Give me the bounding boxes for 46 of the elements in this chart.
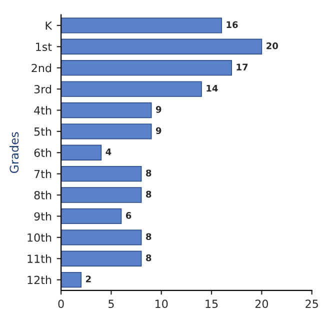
- data-label: 6: [126, 212, 132, 219]
- y-tick-label: 1st: [36, 42, 52, 52]
- y-tick-label: 10th: [28, 233, 52, 242]
- bar: [61, 166, 142, 182]
- y-tick-label: 2nd: [32, 64, 52, 72]
- bar: [61, 18, 222, 34]
- x-tick-label: 20: [255, 300, 268, 308]
- y-tick-label: 8th: [34, 190, 52, 200]
- data-label: 20: [266, 42, 278, 50]
- bar: [61, 60, 232, 76]
- y-tick-label: 9th: [34, 212, 52, 221]
- bar: [61, 230, 142, 246]
- data-label: 8: [146, 170, 152, 176]
- y-axis-title: Grades: [10, 132, 19, 174]
- bar: [61, 144, 102, 160]
- y-tick-label: K: [46, 22, 52, 30]
- bar: [61, 250, 142, 266]
- y-tick-label: 11th: [28, 254, 52, 263]
- x-tick-label: 25: [306, 300, 318, 308]
- y-tick-label: 12th: [28, 276, 52, 284]
- y-tick-label: 6th: [34, 148, 52, 158]
- bar: [61, 124, 152, 140]
- bar: [61, 208, 122, 224]
- x-tick-label: 0: [58, 300, 64, 308]
- y-tick-label: 7th: [34, 170, 52, 178]
- bar: [61, 38, 262, 54]
- data-label: 4: [106, 148, 112, 156]
- y-tick-label: 4th: [34, 106, 52, 114]
- bar: [61, 187, 142, 203]
- data-label: 8: [146, 190, 152, 198]
- x-tick-label: 10: [156, 300, 168, 308]
- x-tick-label: 15: [206, 300, 218, 308]
- data-label: 8: [146, 254, 152, 262]
- data-label: 2: [86, 276, 91, 282]
- data-label: 16: [226, 21, 238, 28]
- y-tick-label: 3rd: [34, 84, 52, 94]
- data-label: 17: [236, 64, 248, 70]
- data-label: 9: [156, 106, 162, 113]
- bar: [61, 102, 152, 118]
- bar: [61, 81, 202, 97]
- data-label: 14: [206, 84, 218, 92]
- x-tick-label: 5: [108, 300, 114, 308]
- bar: [61, 272, 82, 288]
- data-label: 9: [156, 127, 162, 134]
- data-label: 8: [146, 233, 152, 240]
- y-tick-label: 5th: [34, 127, 52, 136]
